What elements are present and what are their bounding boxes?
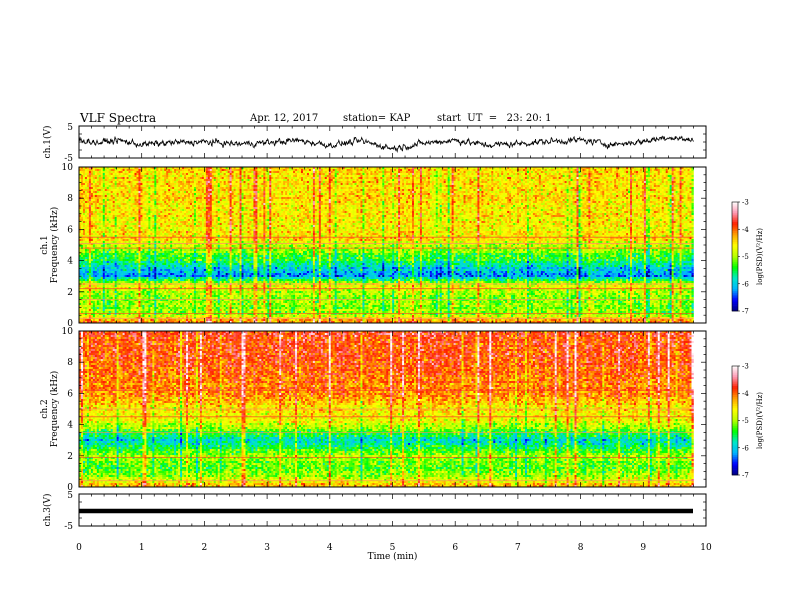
colorbar-tick-label: -6 (742, 444, 749, 452)
ch1-waveform-ylabel: ch.1(V) (42, 126, 53, 159)
colorbar-tick-label: -4 (742, 226, 749, 234)
y-tick-label: 10 (62, 163, 74, 173)
y-tick-label: 5 (67, 123, 73, 133)
ch1-waveform-trace (79, 136, 694, 151)
y-tick-label: 5 (67, 491, 73, 501)
y-tick-label: 2 (67, 452, 73, 462)
x-tick-label: 2 (202, 543, 208, 553)
x-tick-label: 8 (578, 543, 584, 553)
ch1-spectrogram-ylabel: ch.1Frequency (kHz) (40, 207, 60, 284)
x-tick-label: 0 (76, 543, 82, 553)
colorbar-label: log(PSD)(V²/Hz) (756, 392, 764, 449)
colorbar-tick-label: -7 (742, 472, 749, 480)
y-tick-label: 6 (67, 225, 73, 235)
y-tick-label: -5 (64, 522, 73, 532)
y-tick-label: 2 (67, 288, 73, 298)
ch2-spectrogram-ylabel: ch.2Frequency (kHz) (40, 371, 60, 448)
ch3-waveform-ylabel: ch.3(V) (42, 494, 53, 527)
colorbar-tick-label: -4 (742, 390, 749, 398)
y-tick-label: 8 (67, 194, 73, 204)
colorbar-label: log(PSD)(V²/Hz) (756, 228, 764, 285)
y-tick-label: 4 (67, 421, 73, 431)
x-axis-label: Time (min) (368, 551, 418, 562)
spectrogram-1 (79, 167, 694, 323)
colorbar-tick-label: -6 (742, 280, 749, 288)
x-tick-label: 6 (452, 543, 458, 553)
y-tick-label: 8 (67, 358, 73, 368)
y-tick-label: -5 (64, 154, 73, 164)
y-tick-label: 6 (67, 389, 73, 399)
colorbar-tick-label: -5 (742, 253, 749, 261)
x-tick-label: 9 (640, 543, 646, 553)
colorbar-tick-label: -3 (742, 363, 749, 371)
colorbar-tick-label: -3 (742, 199, 749, 207)
spectrogram-2 (79, 331, 694, 487)
x-tick-label: 10 (700, 543, 712, 553)
y-tick-label: 4 (67, 257, 73, 267)
colorbar-tick-label: -5 (742, 417, 749, 425)
y-tick-label: 10 (62, 327, 74, 337)
x-tick-label: 4 (327, 543, 333, 553)
x-tick-label: 7 (515, 543, 521, 553)
x-tick-label: 3 (264, 543, 270, 553)
x-tick-label: 1 (139, 543, 145, 553)
colorbar-tick-label: -7 (742, 308, 749, 316)
